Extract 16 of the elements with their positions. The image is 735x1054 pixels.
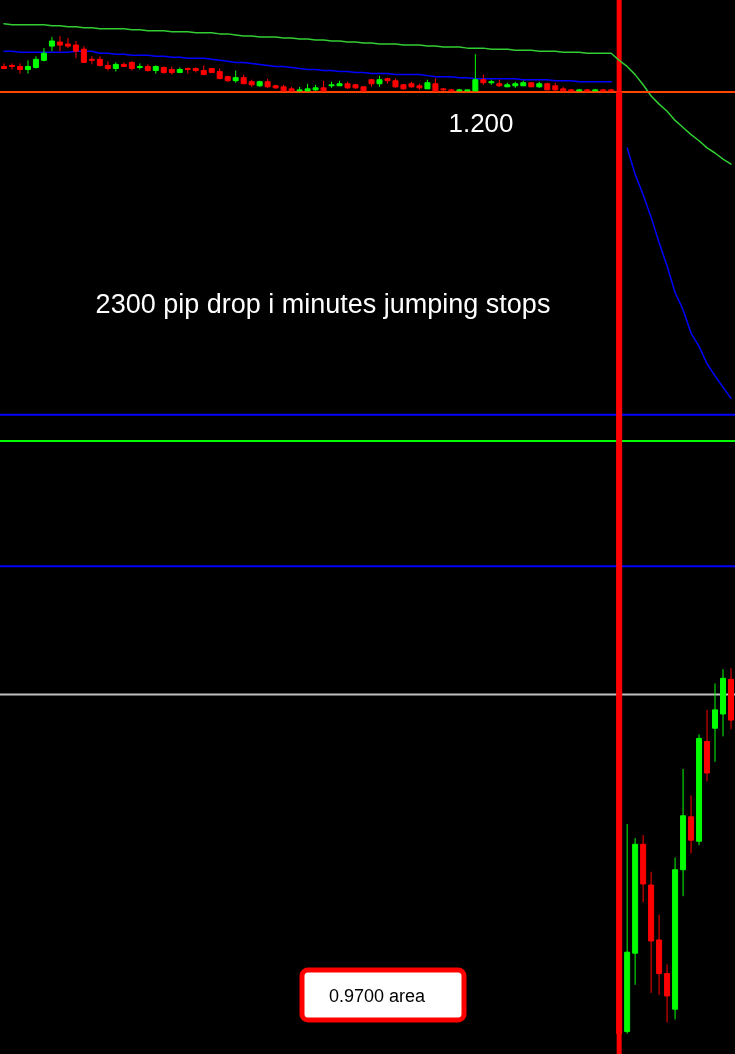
candlestick bbox=[664, 963, 671, 1023]
candlestick bbox=[712, 682, 719, 763]
annotation: 2300 pip drop i minutes jumping stops bbox=[95, 289, 551, 319]
annotation: 1.200 bbox=[448, 108, 514, 138]
candlestick bbox=[688, 794, 695, 854]
candlestick bbox=[8, 62, 15, 71]
candlestick bbox=[72, 40, 79, 59]
candlestick bbox=[56, 35, 63, 52]
candlestick bbox=[16, 62, 23, 75]
candlestick bbox=[0, 62, 7, 69]
candlestick bbox=[24, 59, 31, 75]
candlestick bbox=[104, 60, 111, 72]
candlestick bbox=[64, 37, 71, 49]
candlestick bbox=[88, 55, 95, 65]
candlestick bbox=[48, 36, 55, 52]
annotation: 0.9700 area bbox=[328, 986, 427, 1006]
